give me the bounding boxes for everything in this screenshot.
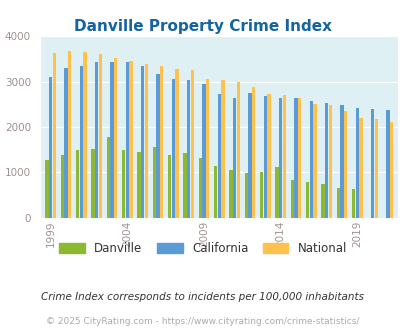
Bar bbox=[125, 62, 129, 218]
Bar bbox=[190, 70, 194, 218]
Bar bbox=[244, 173, 247, 218]
Bar bbox=[137, 152, 140, 218]
Bar bbox=[275, 167, 278, 218]
Bar bbox=[374, 119, 377, 218]
Bar bbox=[152, 147, 156, 218]
Bar bbox=[339, 105, 343, 218]
Bar bbox=[110, 62, 113, 218]
Bar bbox=[385, 110, 389, 218]
Bar bbox=[160, 66, 163, 218]
Bar bbox=[171, 79, 175, 218]
Bar bbox=[313, 104, 316, 218]
Bar bbox=[106, 137, 110, 218]
Legend: Danville, California, National: Danville, California, National bbox=[54, 237, 351, 260]
Bar bbox=[251, 87, 255, 218]
Bar bbox=[389, 122, 392, 218]
Bar bbox=[129, 61, 132, 218]
Bar bbox=[98, 54, 102, 218]
Bar bbox=[263, 96, 266, 218]
Bar bbox=[294, 98, 297, 218]
Bar bbox=[232, 98, 236, 218]
Text: Danville Property Crime Index: Danville Property Crime Index bbox=[74, 19, 331, 34]
Bar bbox=[320, 184, 324, 218]
Bar bbox=[202, 84, 205, 218]
Bar bbox=[370, 109, 373, 218]
Bar bbox=[91, 149, 94, 218]
Bar bbox=[183, 153, 186, 218]
Bar bbox=[144, 64, 147, 218]
Bar bbox=[236, 82, 239, 218]
Bar bbox=[175, 69, 178, 218]
Bar bbox=[114, 58, 117, 218]
Bar bbox=[266, 94, 270, 218]
Bar bbox=[351, 189, 354, 218]
Bar bbox=[217, 94, 220, 218]
Text: Crime Index corresponds to incidents per 100,000 inhabitants: Crime Index corresponds to incidents per… bbox=[41, 292, 364, 302]
Bar bbox=[52, 52, 56, 218]
Bar bbox=[122, 150, 125, 218]
Bar bbox=[336, 188, 339, 218]
Bar bbox=[156, 74, 159, 218]
Bar bbox=[186, 80, 190, 218]
Bar bbox=[64, 68, 67, 218]
Bar bbox=[141, 66, 144, 218]
Bar bbox=[45, 160, 49, 218]
Bar bbox=[49, 77, 52, 218]
Bar bbox=[343, 111, 346, 218]
Bar bbox=[205, 79, 209, 218]
Bar bbox=[229, 170, 232, 218]
Bar bbox=[76, 150, 79, 218]
Bar bbox=[259, 172, 262, 218]
Bar bbox=[358, 118, 362, 218]
Bar bbox=[328, 105, 331, 218]
Bar bbox=[305, 182, 309, 218]
Text: © 2025 CityRating.com - https://www.cityrating.com/crime-statistics/: © 2025 CityRating.com - https://www.city… bbox=[46, 317, 359, 326]
Bar bbox=[297, 98, 301, 218]
Bar bbox=[95, 62, 98, 218]
Bar bbox=[198, 158, 201, 218]
Bar bbox=[60, 155, 64, 218]
Bar bbox=[309, 101, 312, 218]
Bar bbox=[247, 92, 251, 218]
Bar bbox=[167, 155, 171, 218]
Bar bbox=[79, 66, 83, 218]
Bar bbox=[278, 98, 281, 218]
Bar bbox=[290, 180, 293, 218]
Bar bbox=[68, 51, 71, 218]
Bar bbox=[213, 166, 217, 218]
Bar bbox=[324, 104, 328, 218]
Bar bbox=[282, 95, 285, 218]
Bar bbox=[83, 52, 86, 218]
Bar bbox=[221, 80, 224, 218]
Bar bbox=[355, 109, 358, 218]
